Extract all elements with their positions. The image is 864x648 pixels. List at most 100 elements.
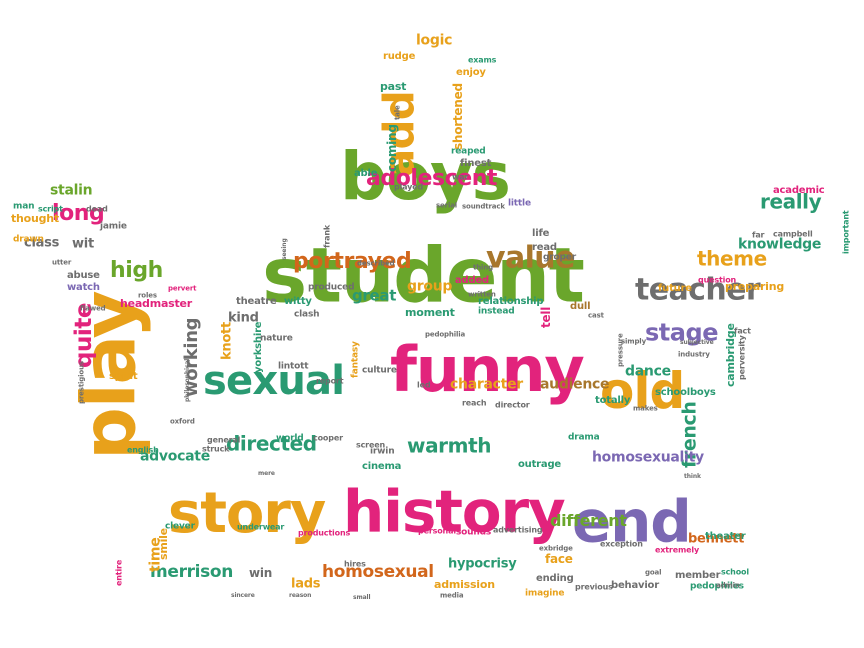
word-smile: smile bbox=[156, 528, 170, 560]
word-life: life bbox=[532, 227, 550, 239]
word-industry: industry bbox=[678, 350, 710, 359]
word-struck: struck bbox=[202, 444, 230, 454]
word-merrison: merrison bbox=[150, 562, 234, 583]
word-directed: directed bbox=[226, 431, 317, 456]
word-moment: moment bbox=[405, 305, 455, 319]
word-homosexuality: homosexuality bbox=[592, 449, 704, 466]
word-bennett: bennett bbox=[688, 531, 745, 547]
word-reach: reach bbox=[462, 398, 487, 408]
word-member: member bbox=[675, 569, 721, 581]
word-preparing: preparing bbox=[725, 279, 784, 293]
word-outrage: outrage bbox=[518, 458, 561, 470]
word-face: face bbox=[545, 552, 573, 567]
word-utter: utter bbox=[52, 258, 72, 267]
word-personal: personal bbox=[418, 526, 456, 536]
word-group: group bbox=[407, 278, 453, 295]
word-pedophiles: pedophiles bbox=[690, 581, 744, 592]
word-reason: reason bbox=[289, 592, 312, 600]
word-culture: culture bbox=[362, 365, 397, 376]
word-drama: drama bbox=[568, 432, 600, 443]
word-dull: dull bbox=[570, 300, 591, 312]
word-sincere: sincere bbox=[231, 592, 255, 600]
word-mere: mere bbox=[258, 470, 275, 478]
word-knowledge: knowledge bbox=[738, 236, 822, 253]
word-headmaster: headmaster bbox=[120, 296, 192, 310]
word-campbell: campbell bbox=[773, 229, 813, 239]
word-great: great bbox=[352, 286, 397, 305]
word-homosexual: homosexual bbox=[322, 562, 434, 583]
word-pressure: pressure bbox=[616, 333, 625, 367]
word-past: past bbox=[380, 79, 407, 93]
word-groper: groper bbox=[543, 252, 576, 263]
word-fantasy: fantasy bbox=[350, 341, 361, 378]
word-exams: exams bbox=[468, 55, 497, 65]
word-spirit: spirit bbox=[109, 370, 138, 382]
word-cinema: cinema bbox=[362, 460, 402, 472]
word-pedophilia: pedophilia bbox=[425, 330, 466, 339]
word-different: different bbox=[550, 510, 627, 530]
word-yorkshire: yorkshire bbox=[252, 321, 264, 373]
word-able: able bbox=[354, 167, 378, 179]
word-described: described bbox=[357, 259, 395, 268]
word-character: character bbox=[450, 376, 523, 393]
word-roles: roles bbox=[138, 291, 157, 300]
word-reaped: reaped bbox=[451, 146, 486, 157]
word-script: script bbox=[38, 204, 63, 214]
word-frank: frank bbox=[322, 224, 332, 248]
word-theater: theater bbox=[705, 530, 746, 542]
word-high: high bbox=[110, 257, 163, 283]
word-boys: boys bbox=[340, 137, 511, 215]
word-fact: fact bbox=[734, 326, 751, 336]
word-quite: quite bbox=[71, 302, 98, 368]
word-stage: stage bbox=[645, 318, 719, 347]
word-academic: academic bbox=[773, 184, 825, 196]
word-stalin: stalin bbox=[50, 182, 93, 199]
word-media: media bbox=[440, 591, 464, 600]
word-director: director bbox=[495, 400, 530, 410]
word-student: student bbox=[262, 230, 585, 320]
word-dead: dead bbox=[86, 204, 108, 214]
word-hires: hires bbox=[344, 559, 366, 569]
word-instead: instead bbox=[478, 306, 515, 317]
word-perversity: perversity bbox=[737, 335, 747, 380]
word-wit: wit bbox=[72, 236, 94, 252]
word-logic: logic bbox=[416, 32, 453, 49]
word-tell: tell bbox=[539, 306, 554, 328]
word-abuse: abuse bbox=[67, 269, 100, 281]
word-enjoy: enjoy bbox=[456, 66, 486, 78]
word-finest: finest bbox=[460, 157, 492, 169]
word-entire: entire bbox=[114, 559, 124, 586]
word-man: man bbox=[13, 201, 35, 212]
word-think: think bbox=[684, 473, 701, 481]
word-coming: coming bbox=[385, 124, 400, 172]
word-lads: lads bbox=[291, 576, 321, 592]
word-nature: nature bbox=[260, 333, 293, 344]
word-long: long bbox=[52, 200, 105, 226]
word-clash: clash bbox=[294, 309, 320, 320]
word-read: read bbox=[532, 241, 557, 253]
word-philosophical: philosophical bbox=[184, 358, 192, 402]
word-adolescent: adolescent bbox=[366, 165, 498, 191]
word-subjective: subjective bbox=[680, 339, 714, 347]
word-cast: cast bbox=[588, 311, 604, 320]
word-theatre: theatre bbox=[236, 295, 277, 307]
word-really: really bbox=[760, 189, 822, 214]
word-advocate: advocate bbox=[140, 448, 210, 465]
word-played: played bbox=[394, 182, 424, 192]
word-previous: previous bbox=[575, 582, 613, 592]
word-general: general bbox=[207, 435, 241, 445]
word-war: war bbox=[452, 172, 469, 182]
word-advertising: advertising bbox=[493, 525, 543, 535]
word-question: question bbox=[698, 275, 737, 285]
word-goal: goal bbox=[645, 568, 662, 577]
word-prestigious: prestigious bbox=[77, 361, 86, 404]
word-clever: clever bbox=[165, 521, 195, 532]
word-report: report bbox=[316, 376, 344, 386]
word-admin: admin bbox=[716, 581, 740, 590]
word-productions: productions bbox=[298, 528, 351, 538]
word-soundtrack: soundtrack bbox=[462, 202, 505, 211]
word-thing: thing bbox=[473, 263, 494, 272]
word-rudge: rudge bbox=[383, 50, 416, 62]
word-drawn: drawn bbox=[13, 234, 44, 245]
